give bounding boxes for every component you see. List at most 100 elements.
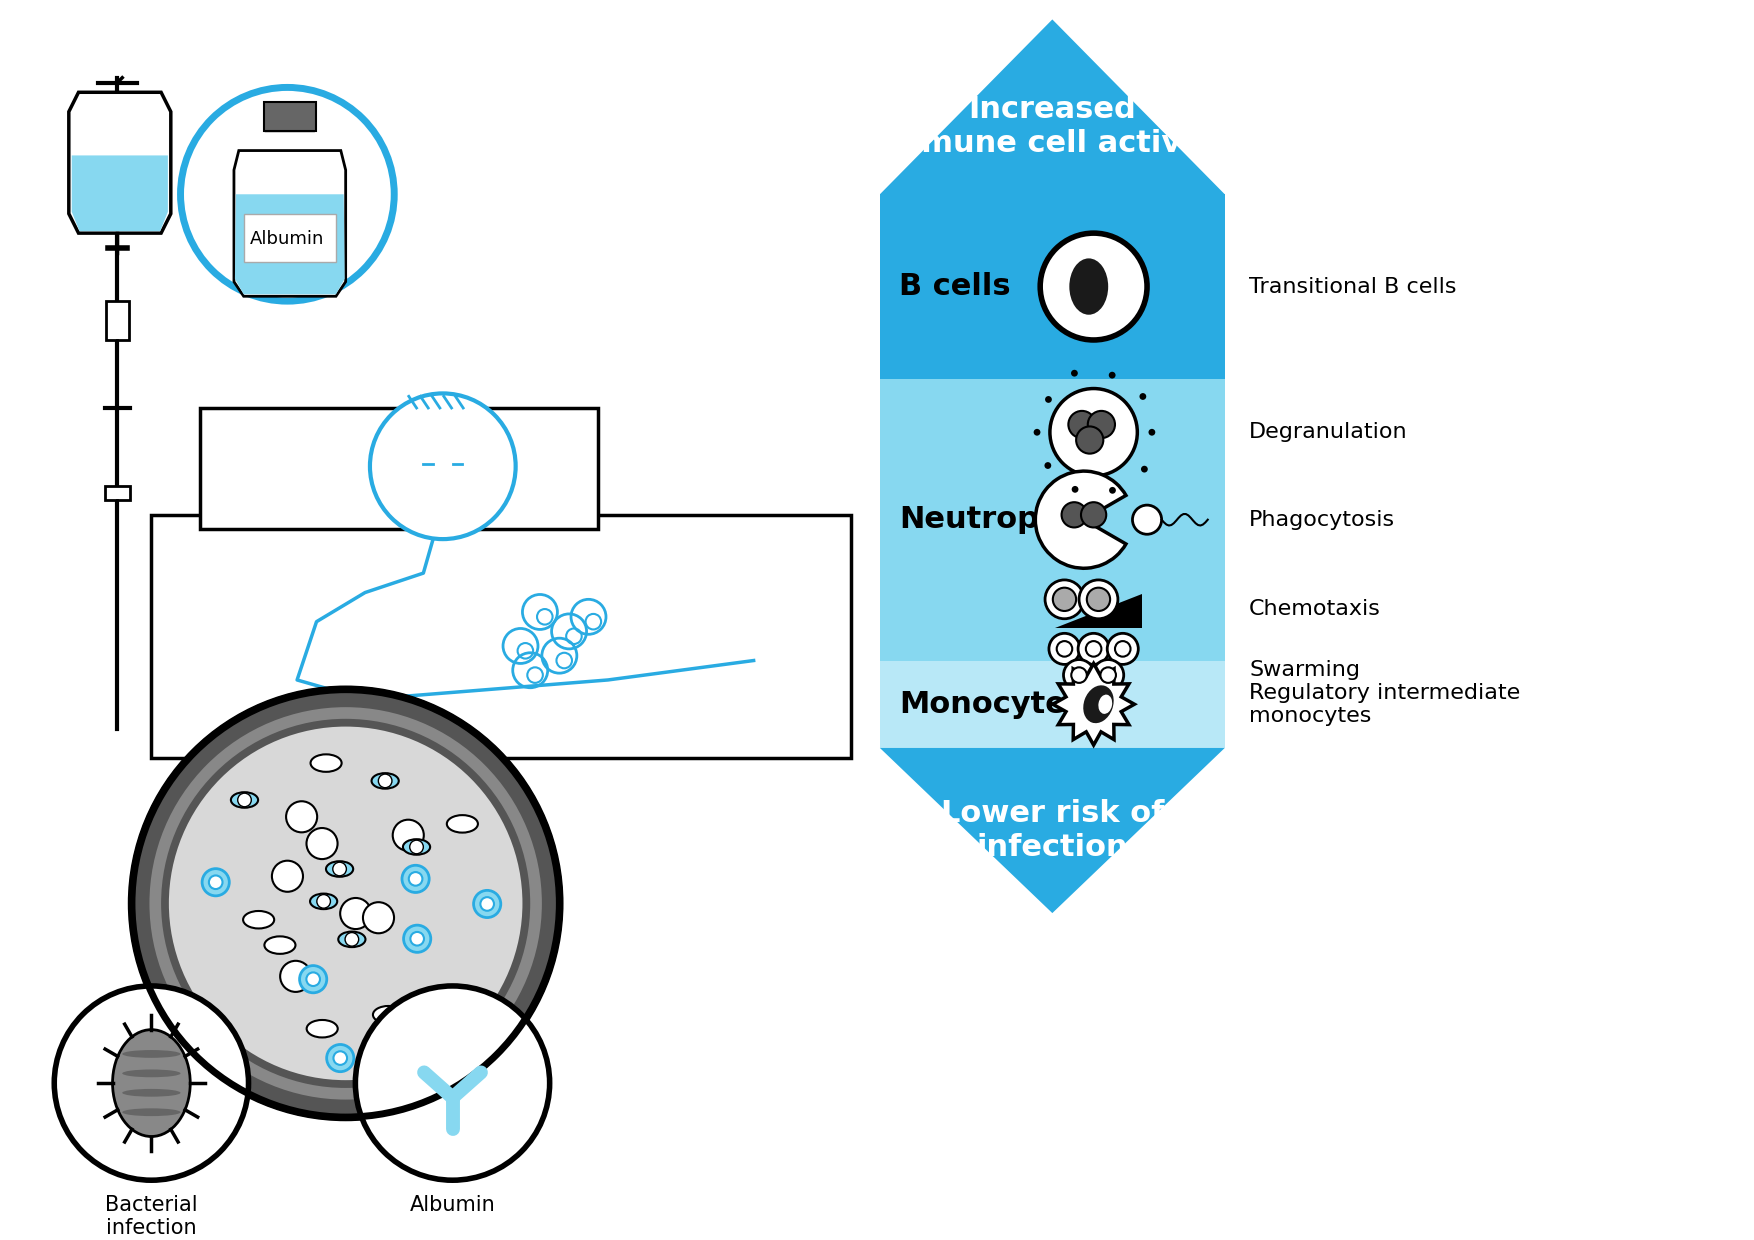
Circle shape [1109, 372, 1116, 378]
Polygon shape [1052, 663, 1135, 745]
Polygon shape [72, 155, 168, 231]
Circle shape [1040, 233, 1147, 340]
Ellipse shape [1070, 258, 1109, 315]
Text: Bacterial
infection: Bacterial infection [105, 1195, 198, 1238]
Circle shape [410, 841, 423, 854]
Circle shape [1061, 502, 1087, 527]
Circle shape [326, 1044, 354, 1071]
Circle shape [286, 801, 317, 832]
Ellipse shape [123, 1069, 181, 1078]
Circle shape [1149, 429, 1156, 435]
Circle shape [1045, 396, 1052, 403]
Polygon shape [881, 661, 1224, 748]
Circle shape [272, 861, 303, 892]
Polygon shape [881, 195, 1224, 379]
Ellipse shape [123, 1109, 181, 1116]
Circle shape [1063, 660, 1094, 691]
Circle shape [1080, 502, 1107, 527]
Circle shape [239, 794, 251, 807]
Circle shape [1079, 634, 1109, 665]
Bar [265, 102, 316, 131]
Circle shape [363, 903, 395, 934]
Circle shape [149, 707, 542, 1100]
Ellipse shape [232, 792, 258, 807]
Circle shape [1068, 410, 1096, 438]
Circle shape [356, 986, 549, 1180]
Polygon shape [200, 408, 598, 529]
Ellipse shape [403, 839, 430, 854]
Circle shape [209, 875, 223, 889]
Text: Phagocytosis: Phagocytosis [1249, 510, 1394, 529]
Ellipse shape [1084, 686, 1114, 723]
Ellipse shape [339, 931, 365, 947]
Circle shape [54, 986, 249, 1180]
Ellipse shape [372, 773, 398, 789]
Circle shape [1044, 463, 1051, 469]
Text: Swarming: Swarming [1249, 660, 1359, 681]
Circle shape [1051, 388, 1137, 476]
Circle shape [1109, 487, 1116, 494]
Circle shape [1045, 580, 1084, 619]
Circle shape [346, 932, 358, 946]
Polygon shape [881, 748, 1224, 913]
Circle shape [1087, 588, 1110, 611]
Ellipse shape [112, 1029, 189, 1137]
Text: B cells: B cells [900, 272, 1010, 301]
Polygon shape [881, 20, 1224, 195]
Circle shape [168, 727, 523, 1080]
Circle shape [481, 898, 495, 910]
Circle shape [1049, 634, 1080, 665]
Circle shape [307, 972, 319, 986]
Text: Increased
immune cell activity: Increased immune cell activity [879, 95, 1226, 157]
Text: Degranulation: Degranulation [1249, 423, 1408, 443]
Circle shape [1072, 486, 1079, 492]
Polygon shape [267, 110, 314, 131]
Circle shape [1116, 641, 1131, 657]
Polygon shape [239, 418, 589, 534]
Polygon shape [881, 379, 1224, 661]
Bar [244, 213, 337, 263]
Circle shape [1107, 634, 1138, 665]
Text: Albumin: Albumin [251, 229, 324, 248]
Ellipse shape [447, 815, 477, 832]
Circle shape [333, 862, 346, 875]
Circle shape [161, 719, 530, 1087]
Bar [105, 301, 130, 340]
Circle shape [370, 393, 516, 539]
Circle shape [133, 692, 558, 1115]
Polygon shape [68, 92, 170, 233]
Ellipse shape [123, 1089, 181, 1096]
Circle shape [1093, 660, 1124, 691]
Circle shape [474, 890, 502, 918]
Ellipse shape [244, 911, 274, 929]
Circle shape [409, 872, 423, 885]
Circle shape [393, 820, 424, 851]
Circle shape [181, 88, 395, 301]
Circle shape [307, 828, 337, 859]
Circle shape [1056, 641, 1072, 657]
Text: Albumin: Albumin [410, 1195, 495, 1215]
Ellipse shape [307, 1021, 339, 1038]
Ellipse shape [310, 754, 342, 771]
Circle shape [410, 932, 424, 946]
Ellipse shape [265, 936, 295, 954]
Circle shape [1077, 427, 1103, 454]
Ellipse shape [326, 862, 353, 877]
Circle shape [1033, 429, 1040, 435]
Circle shape [403, 925, 431, 952]
Circle shape [1133, 505, 1161, 534]
Polygon shape [1054, 594, 1142, 629]
Text: Lower risk of
infection: Lower risk of infection [940, 800, 1165, 862]
Text: Regulatory intermediate
monocytes: Regulatory intermediate monocytes [1249, 683, 1521, 725]
Text: Transitional B cells: Transitional B cells [1249, 277, 1456, 296]
Circle shape [1087, 410, 1116, 438]
Ellipse shape [310, 894, 337, 909]
Circle shape [1142, 466, 1147, 472]
Polygon shape [151, 515, 851, 758]
Text: Neutrophils: Neutrophils [900, 505, 1100, 534]
Wedge shape [1035, 471, 1126, 568]
Circle shape [333, 1052, 347, 1065]
Ellipse shape [123, 1050, 181, 1058]
Bar [105, 486, 130, 500]
Circle shape [1072, 370, 1077, 377]
